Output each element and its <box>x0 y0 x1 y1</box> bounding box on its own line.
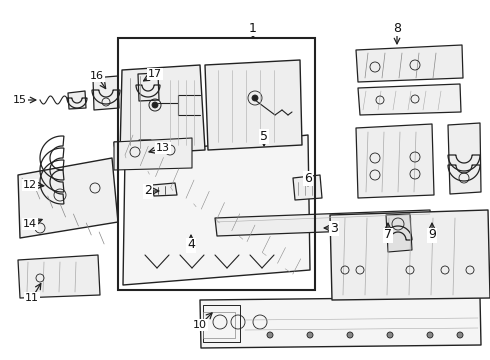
Text: 2: 2 <box>144 184 152 198</box>
Polygon shape <box>93 76 119 110</box>
Circle shape <box>347 332 353 338</box>
Polygon shape <box>18 255 100 298</box>
Polygon shape <box>356 124 434 198</box>
Text: 16: 16 <box>90 71 104 81</box>
Text: 9: 9 <box>428 229 436 242</box>
Text: 8: 8 <box>393 22 401 35</box>
Polygon shape <box>68 91 86 109</box>
Text: 5: 5 <box>260 130 268 143</box>
Circle shape <box>387 332 393 338</box>
Polygon shape <box>114 138 192 170</box>
Polygon shape <box>448 123 481 194</box>
Polygon shape <box>215 210 432 236</box>
Text: 12: 12 <box>23 180 37 190</box>
Text: 7: 7 <box>384 229 392 242</box>
Text: 11: 11 <box>25 293 39 303</box>
Circle shape <box>457 332 463 338</box>
Text: 6: 6 <box>304 171 312 184</box>
Circle shape <box>152 102 158 108</box>
Polygon shape <box>293 175 322 200</box>
Polygon shape <box>356 45 463 82</box>
Circle shape <box>267 332 273 338</box>
Polygon shape <box>205 60 302 150</box>
Bar <box>118 38 315 290</box>
Polygon shape <box>138 73 159 101</box>
Text: 14: 14 <box>23 219 37 229</box>
Text: 17: 17 <box>148 69 162 79</box>
Polygon shape <box>386 214 412 252</box>
Text: 10: 10 <box>193 320 207 330</box>
Polygon shape <box>330 210 490 300</box>
Polygon shape <box>123 135 310 285</box>
Text: 3: 3 <box>330 221 338 234</box>
Polygon shape <box>120 65 205 155</box>
Polygon shape <box>152 183 177 196</box>
Polygon shape <box>200 297 481 348</box>
Text: 13: 13 <box>156 143 170 153</box>
Circle shape <box>427 332 433 338</box>
Circle shape <box>307 332 313 338</box>
Text: 15: 15 <box>13 95 27 105</box>
Polygon shape <box>18 158 118 238</box>
Text: 1: 1 <box>249 22 257 35</box>
Text: 4: 4 <box>187 238 195 252</box>
Circle shape <box>252 95 258 101</box>
Polygon shape <box>358 84 461 115</box>
